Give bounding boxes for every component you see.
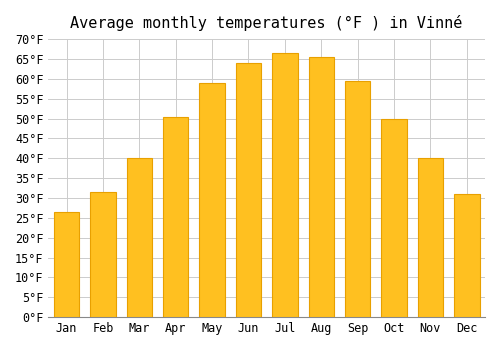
Bar <box>90 192 116 317</box>
Bar <box>126 158 152 317</box>
Bar <box>54 212 80 317</box>
Bar <box>418 158 443 317</box>
Bar <box>308 57 334 317</box>
Bar <box>382 119 407 317</box>
Bar <box>200 83 225 317</box>
Bar <box>345 81 370 317</box>
Title: Average monthly temperatures (°F ) in Vinné: Average monthly temperatures (°F ) in Vi… <box>70 15 463 31</box>
Bar <box>163 117 188 317</box>
Bar <box>272 53 297 317</box>
Bar <box>236 63 261 317</box>
Bar <box>454 194 479 317</box>
